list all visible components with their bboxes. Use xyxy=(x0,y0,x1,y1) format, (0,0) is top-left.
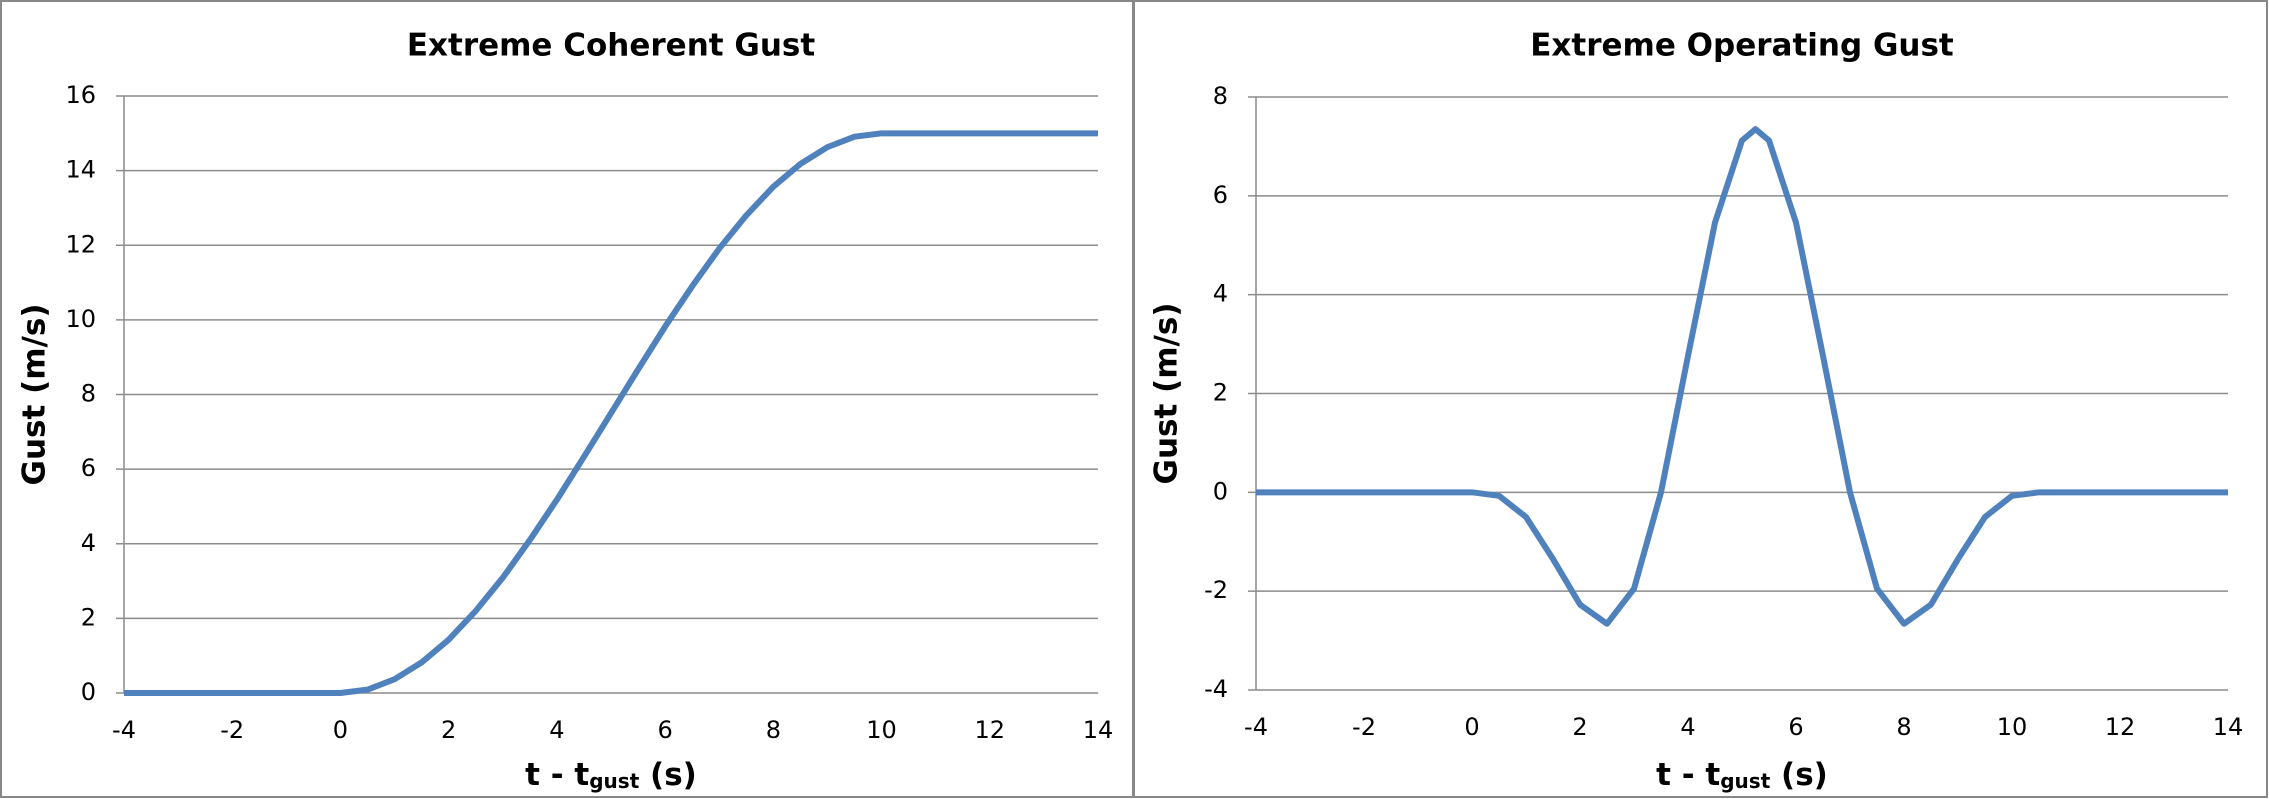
x-tick-label: -2 xyxy=(1352,713,1376,741)
y-tick-label: 6 xyxy=(1213,181,1228,209)
y-tick-label: 0 xyxy=(81,678,96,706)
x-tick-label: 10 xyxy=(866,716,897,744)
x-tick-label: 0 xyxy=(333,716,348,744)
x-axis-label: t - tgust (s) xyxy=(525,757,697,793)
x-tick-label: 6 xyxy=(1788,713,1803,741)
panel-border xyxy=(0,0,1134,798)
y-tick-label: 12 xyxy=(65,230,96,258)
y-tick-label: 16 xyxy=(65,81,96,109)
y-tick-label: 10 xyxy=(65,305,96,333)
x-axis-label-part: gust xyxy=(1720,769,1770,793)
x-axis-label: t - tgust (s) xyxy=(1656,757,1828,793)
chart-title: Extreme Coherent Gust xyxy=(407,28,816,64)
data-line xyxy=(1256,126,2228,627)
x-axis-label-part: gust xyxy=(589,769,639,793)
x-tick-label: -4 xyxy=(112,716,136,744)
x-axis-label-part: t - t xyxy=(525,757,589,793)
y-tick-label: 8 xyxy=(81,380,96,408)
x-axis-label-part: (s) xyxy=(639,757,697,793)
x-tick-label: 14 xyxy=(2213,713,2244,741)
y-axis-label: Gust (m/s) xyxy=(1149,303,1185,485)
y-tick-label: 0 xyxy=(1213,477,1228,505)
x-tick-label: 8 xyxy=(766,716,781,744)
x-axis-label-part: (s) xyxy=(1770,757,1828,793)
y-tick-label: -4 xyxy=(1204,675,1228,703)
x-axis-label-part: t - t xyxy=(1656,757,1720,793)
x-tick-label: 4 xyxy=(1680,713,1695,741)
x-tick-label: 14 xyxy=(1083,716,1114,744)
x-tick-label: -2 xyxy=(220,716,244,744)
y-tick-label: 6 xyxy=(81,454,96,482)
x-tick-label: 0 xyxy=(1464,713,1479,741)
x-tick-label: 6 xyxy=(657,716,672,744)
y-tick-label: 2 xyxy=(1213,379,1228,407)
y-tick-label: 14 xyxy=(65,156,96,184)
x-tick-label: 4 xyxy=(549,716,564,744)
x-tick-label: 8 xyxy=(1896,713,1911,741)
x-tick-label: 12 xyxy=(2105,713,2136,741)
y-tick-label: 2 xyxy=(81,603,96,631)
x-tick-label: 12 xyxy=(975,716,1006,744)
x-tick-label: 2 xyxy=(1572,713,1587,741)
y-tick-label: 4 xyxy=(1213,280,1228,308)
x-tick-label: 10 xyxy=(1997,713,2028,741)
y-tick-label: 4 xyxy=(81,529,96,557)
y-axis-label: Gust (m/s) xyxy=(17,304,53,486)
panel-border xyxy=(1133,0,2268,798)
x-tick-label: -4 xyxy=(1244,713,1268,741)
y-tick-label: 8 xyxy=(1213,82,1228,110)
x-tick-label: 2 xyxy=(441,716,456,744)
chart-title: Extreme Operating Gust xyxy=(1530,28,1954,64)
data-line xyxy=(124,130,1098,696)
y-tick-label: -2 xyxy=(1204,576,1228,604)
